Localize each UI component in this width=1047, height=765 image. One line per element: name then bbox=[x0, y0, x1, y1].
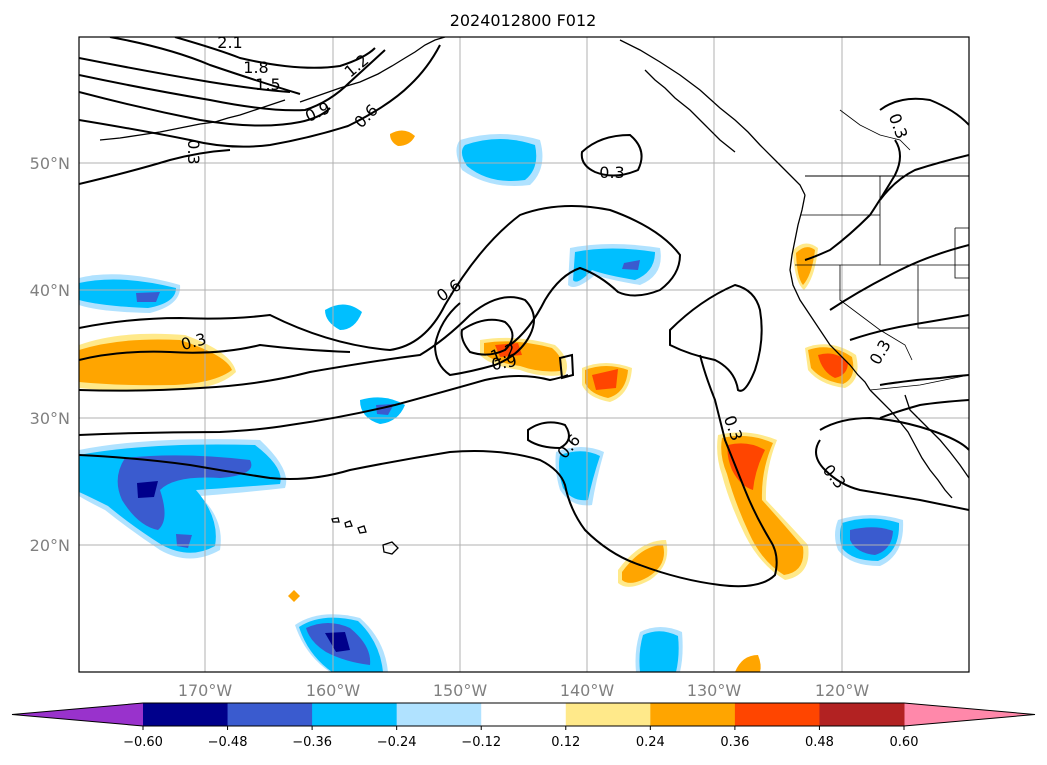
longitude-labels: 170°W 160°W 150°W 140°W 130°W 120°W bbox=[178, 681, 870, 700]
positive-region bbox=[400, 328, 430, 347]
negative-region bbox=[136, 292, 160, 302]
colorbar-segment bbox=[143, 703, 229, 726]
contour-label: 0.3 bbox=[599, 163, 624, 182]
lat-label: 20°N bbox=[30, 536, 70, 555]
positive-region bbox=[796, 247, 815, 285]
negative-region bbox=[461, 139, 537, 182]
contour-label: 0.3 bbox=[184, 139, 203, 164]
negative-region bbox=[639, 631, 679, 672]
colorbar-segment bbox=[734, 703, 820, 726]
negative-region bbox=[850, 527, 893, 555]
lon-label: 150°W bbox=[433, 681, 488, 700]
latitude-labels: 50°N 40°N 30°N 20°N bbox=[30, 154, 70, 555]
map-frame bbox=[78, 36, 970, 673]
colorbar-tick-label: −0.36 bbox=[292, 735, 332, 750]
lat-label: 30°N bbox=[30, 409, 70, 428]
negative-region bbox=[325, 304, 362, 330]
positive-region bbox=[727, 443, 765, 490]
lon-label: 170°W bbox=[178, 681, 233, 700]
colorbar-tick-label: −0.60 bbox=[123, 735, 163, 750]
negative-region bbox=[573, 248, 655, 282]
lon-label: 160°W bbox=[306, 681, 361, 700]
positive-region bbox=[288, 590, 300, 602]
contour-label: 1.8 bbox=[243, 58, 268, 77]
colorbar-tick-label: 0.36 bbox=[720, 735, 749, 750]
contour-label: 1.5 bbox=[255, 75, 280, 94]
negative-region bbox=[559, 451, 600, 501]
colorbar: −0.60 −0.48 −0.36 −0.24 −0.12 0.12 0.24 0.36 0.4… bbox=[11, 702, 1036, 750]
positive-region bbox=[818, 353, 848, 378]
colorbar-segment bbox=[227, 703, 313, 726]
lat-label: 50°N bbox=[30, 154, 70, 173]
colorbar-tick-label: 0.48 bbox=[805, 735, 834, 750]
positive-region bbox=[390, 130, 415, 146]
colorbar-segment bbox=[565, 703, 651, 726]
colorbar-segment bbox=[650, 703, 736, 726]
positive-region bbox=[735, 655, 761, 672]
negative-region bbox=[137, 481, 158, 498]
negative-region bbox=[117, 455, 252, 530]
negative-region bbox=[622, 260, 640, 270]
positive-region bbox=[79, 339, 232, 386]
colorbar-tick-label: 0.24 bbox=[636, 735, 665, 750]
colorbar-tick-label: −0.12 bbox=[461, 735, 501, 750]
colorbar-segment bbox=[481, 703, 567, 726]
positive-region bbox=[592, 369, 618, 390]
lon-label: 140°W bbox=[560, 681, 615, 700]
colorbar-tick-label: −0.24 bbox=[377, 735, 417, 750]
colorbar-tick-label: −0.48 bbox=[208, 735, 248, 750]
colorbar-segment bbox=[819, 703, 905, 726]
colorbar-segment bbox=[312, 703, 398, 726]
map-title: 2024012800 F012 bbox=[450, 11, 597, 30]
colorbar-extend-max bbox=[904, 703, 1035, 726]
contour-label: 2.1 bbox=[217, 33, 242, 52]
lon-label: 120°W bbox=[815, 681, 870, 700]
map-area: 2.1 1.8 1.5 1.2 0.9 0.6 0.3 0.3 0.3 0.6 … bbox=[79, 33, 969, 672]
positive-region bbox=[622, 545, 664, 583]
lat-label: 40°N bbox=[30, 281, 70, 300]
colorbar-extend-min bbox=[12, 703, 143, 726]
contour-label: 0.9 bbox=[490, 351, 518, 374]
colorbar-tick-label: 0.12 bbox=[551, 735, 580, 750]
lon-label: 130°W bbox=[687, 681, 742, 700]
colorbar-segment bbox=[396, 703, 482, 726]
coastlines bbox=[99, 37, 969, 555]
contour-lines bbox=[79, 37, 969, 588]
colorbar-tick-label: 0.60 bbox=[890, 735, 919, 750]
negative-region bbox=[325, 632, 350, 652]
